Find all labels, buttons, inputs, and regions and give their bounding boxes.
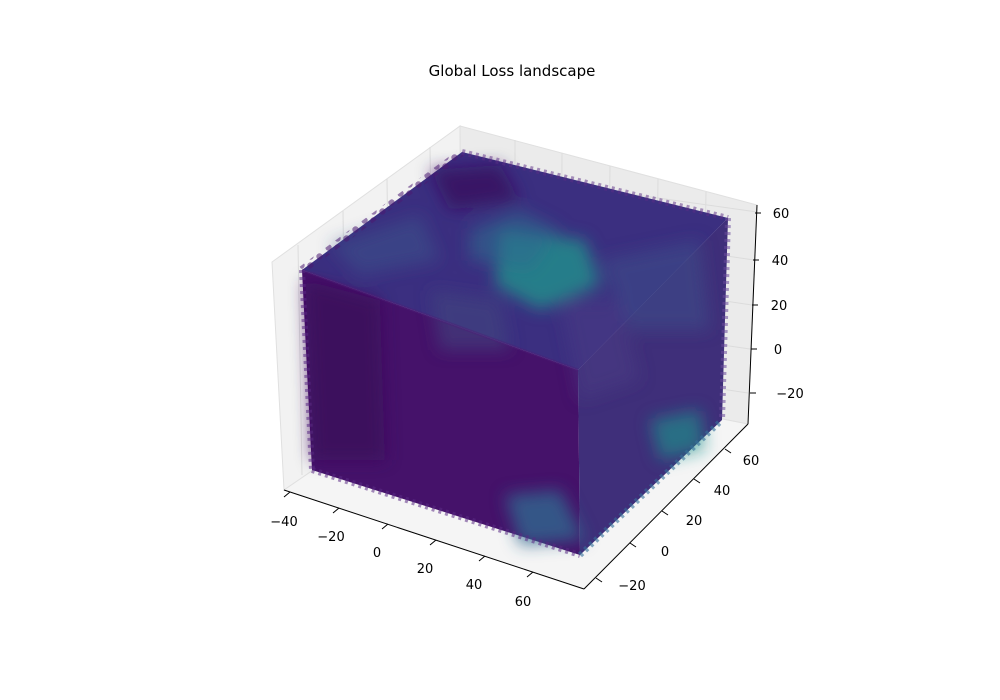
x-tick-labels: −40 −20 0 20 40 60	[270, 515, 531, 610]
cube-edge-left-vert	[299, 269, 315, 471]
x-axis-line	[283, 489, 585, 590]
region-left-dark	[305, 280, 385, 460]
x-tick-label: −40	[270, 515, 297, 530]
tick-marks	[283, 212, 761, 583]
cube-edge-bottom-front	[311, 467, 581, 558]
z-tick-label: 40	[772, 254, 789, 269]
x-tick-label: −20	[317, 530, 344, 545]
region-top-dark	[430, 165, 520, 210]
cube-edge-bottom-right	[577, 417, 725, 558]
x-tick-label: 20	[417, 562, 434, 577]
cube-edge-top-left	[299, 148, 465, 274]
z-tick-label: 60	[773, 207, 790, 222]
z-tick-label: 0	[774, 343, 782, 358]
cube-edge-top-front	[301, 268, 579, 372]
region-top-blue	[470, 210, 560, 270]
cube-edge-right-vert	[719, 217, 731, 421]
axes-lines	[283, 204, 758, 590]
y-tick-label: 40	[714, 484, 731, 499]
z-tick-label: −20	[776, 387, 803, 402]
scatter-volume	[299, 148, 731, 558]
y-tick-labels: −20 0 20 40 60	[618, 454, 759, 594]
y-axis-line	[583, 423, 749, 590]
region-right-blue	[600, 240, 710, 330]
region-front-bottom-blue	[505, 490, 585, 545]
x-tick-label: 60	[515, 595, 532, 610]
region-mid-lilac	[560, 300, 640, 400]
y-tick-label: 0	[661, 545, 669, 560]
x-tick-label: 40	[466, 578, 483, 593]
chart-title: Global Loss landscape	[429, 62, 596, 80]
y-tick-label: 60	[743, 454, 760, 469]
region-front-mid	[430, 290, 510, 350]
z-tick-labels: −20 0 20 40 60	[771, 207, 804, 402]
z-tick-label: 20	[771, 299, 788, 314]
x-tick-label: 0	[373, 546, 381, 561]
y-tick-label: 20	[686, 514, 703, 529]
z-axis-line	[747, 204, 758, 425]
region-top-left-blue	[330, 215, 440, 275]
y-tick-label: −20	[618, 579, 645, 594]
